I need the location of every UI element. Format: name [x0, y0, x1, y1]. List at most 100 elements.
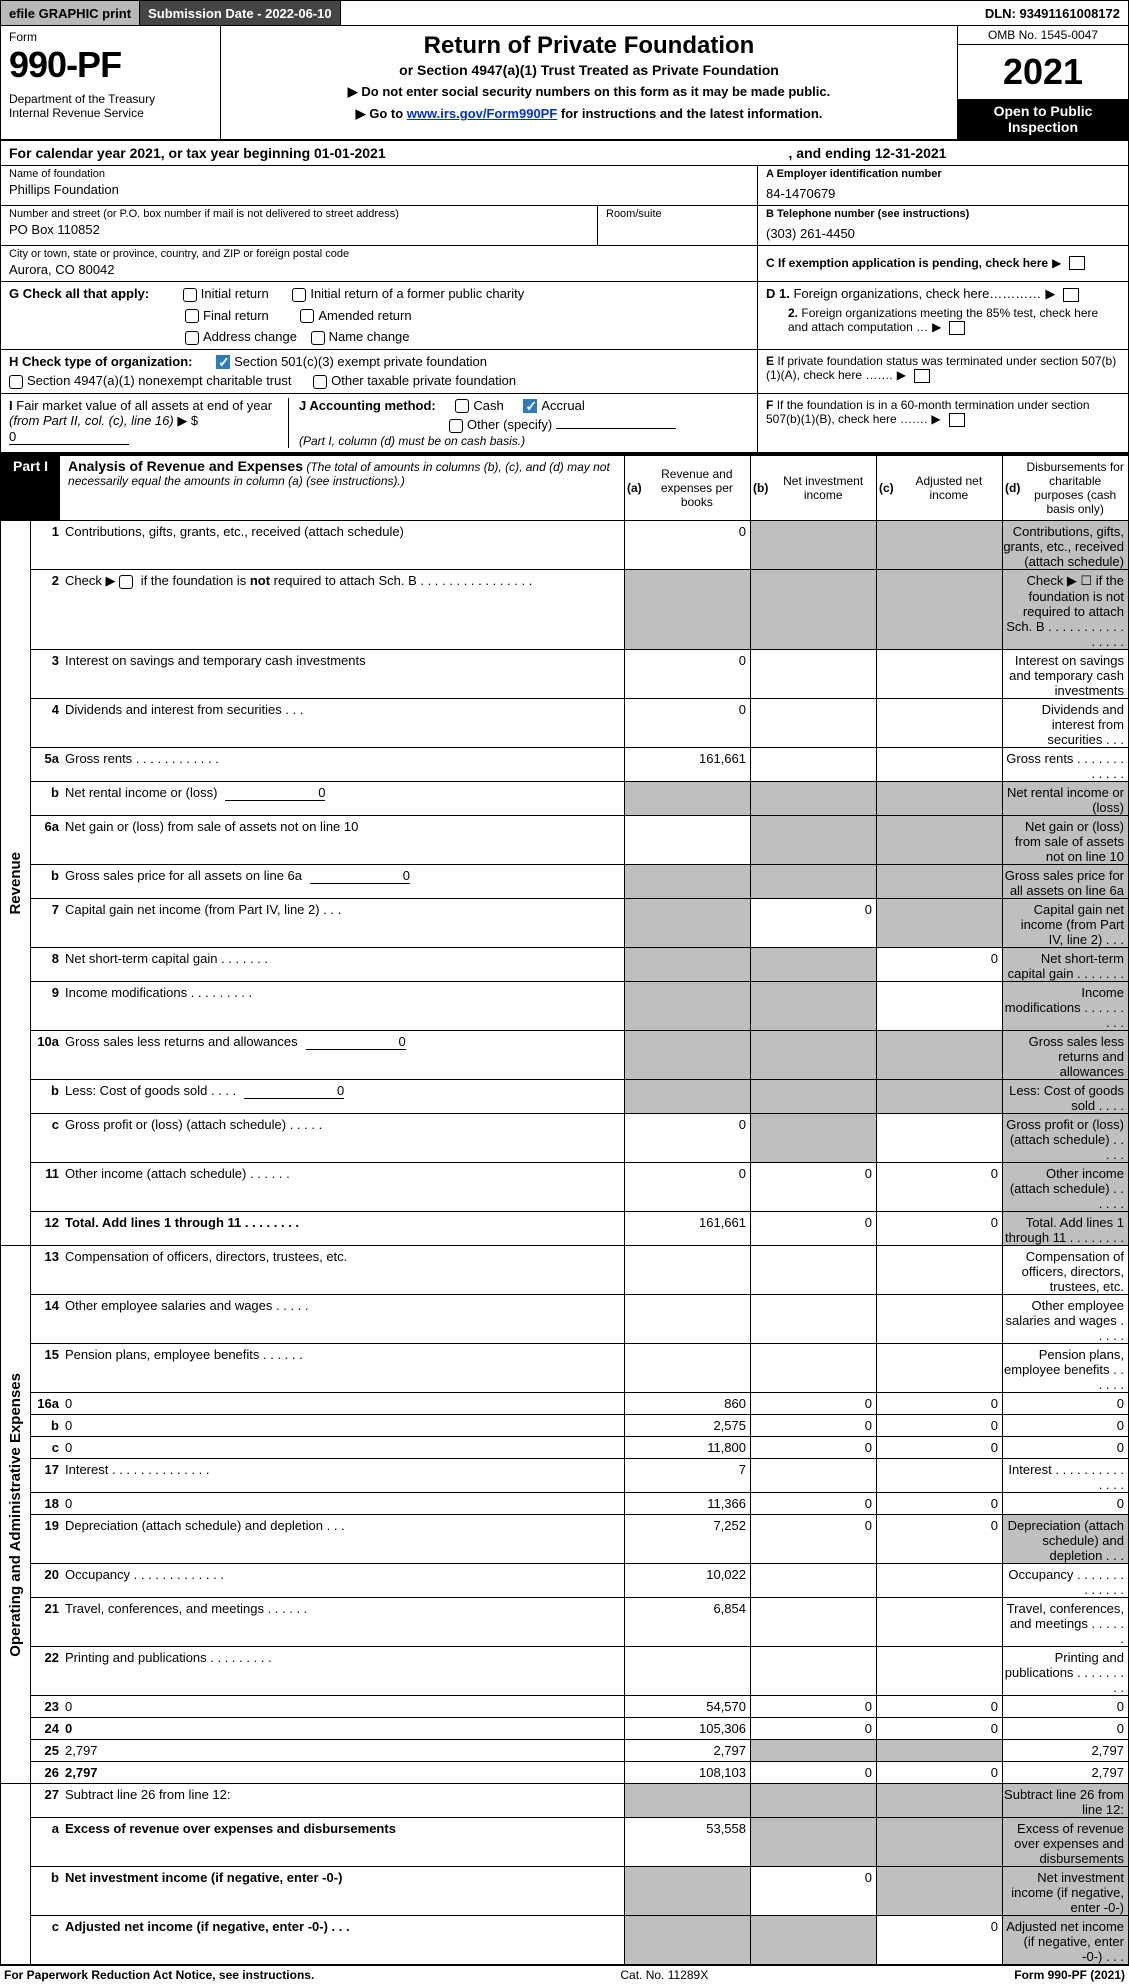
line-desc: Gross sales price for all assets on line…: [65, 865, 624, 898]
open-to-public: Open to Public Inspection: [958, 99, 1128, 139]
cell-a: 10,022: [624, 1564, 750, 1597]
d1-checkbox[interactable]: [1063, 288, 1079, 302]
h-other-taxable[interactable]: [313, 375, 327, 389]
cell-d: 2,797: [1002, 1740, 1128, 1761]
line-desc: Gross sales less returns and allowances0: [65, 1031, 624, 1079]
cell-c: [876, 1246, 1002, 1294]
f-checkbox[interactable]: [949, 413, 965, 427]
cell-a: 108,103: [624, 1762, 750, 1783]
cell-b: [750, 1784, 876, 1817]
h-4947[interactable]: [9, 375, 23, 389]
cell-a: 0: [624, 650, 750, 698]
form990pf-link[interactable]: www.irs.gov/Form990PF: [407, 106, 558, 121]
line-desc: Less: Cost of goods sold . . . .0: [65, 1080, 624, 1113]
line-num: 27: [31, 1784, 65, 1817]
cell-c: [876, 865, 1002, 898]
line-desc: 2,797: [65, 1740, 624, 1761]
cell-d: Gross sales less returns and allowances: [1002, 1031, 1128, 1079]
cell-d: Other income (attach schedule) . . . . .…: [1002, 1163, 1128, 1211]
header-right: OMB No. 1545-0047 2021 Open to Public In…: [958, 26, 1128, 139]
cell-d: 0: [1002, 1493, 1128, 1514]
c-label: C If exemption application is pending, c…: [766, 256, 1048, 270]
j-other[interactable]: [449, 419, 463, 433]
part1-column-headers: (a)Revenue and expenses per books (b)Net…: [624, 456, 1128, 520]
cell-d: Net investment income (if negative, ente…: [1002, 1867, 1128, 1915]
cell-b: [750, 1344, 876, 1392]
cell-d: 0: [1002, 1696, 1128, 1717]
cell-c: 0: [876, 1696, 1002, 1717]
expenses-sidebar: Operating and Administrative Expenses: [1, 1246, 31, 1783]
j-accrual[interactable]: [523, 399, 537, 413]
line-l14: 14Other employee salaries and wages . . …: [31, 1294, 1128, 1343]
cell-d: Interest on savings and temporary cash i…: [1002, 650, 1128, 698]
d2-checkbox[interactable]: [949, 321, 965, 335]
line-num: 24: [31, 1718, 65, 1739]
e-label: If private foundation status was termina…: [766, 354, 1116, 382]
g-initial-return[interactable]: [183, 288, 197, 302]
line-num: 14: [31, 1295, 65, 1343]
line-num: 10a: [31, 1031, 65, 1079]
room-label: Room/suite: [606, 208, 749, 220]
calendar-year-row: For calendar year 2021, or tax year begi…: [0, 139, 1129, 166]
line-l19: 19Depreciation (attach schedule) and dep…: [31, 1514, 1128, 1563]
cell-c: 0: [876, 1393, 1002, 1414]
line-num: 17: [31, 1459, 65, 1492]
line-desc: Net short-term capital gain . . . . . . …: [65, 948, 624, 981]
i-label: Fair market value of all assets at end o…: [9, 398, 272, 428]
line-l27a: aExcess of revenue over expenses and dis…: [31, 1817, 1128, 1866]
cell-c: [876, 899, 1002, 947]
cell-d: Capital gain net income (from Part IV, l…: [1002, 899, 1128, 947]
line-l16a: 16a0860000: [31, 1392, 1128, 1414]
cell-b: 0: [750, 1163, 876, 1211]
header-left: Form 990-PF Department of the Treasury I…: [1, 26, 221, 139]
cell-b: [750, 1246, 876, 1294]
cell-a: [624, 816, 750, 864]
c-checkbox[interactable]: [1069, 256, 1085, 270]
line-desc: Capital gain net income (from Part IV, l…: [65, 899, 624, 947]
g-name-change[interactable]: [311, 331, 325, 345]
form-title: Return of Private Foundation: [241, 32, 937, 60]
phone-label: B Telephone number (see instructions): [766, 208, 1120, 220]
line-num: 6a: [31, 816, 65, 864]
g-initial-former[interactable]: [292, 288, 306, 302]
cell-b: [750, 748, 876, 781]
g-amended-return[interactable]: [300, 309, 314, 323]
expenses-section: Operating and Administrative Expenses 13…: [0, 1246, 1129, 1784]
cell-c: [876, 1031, 1002, 1079]
i-value: 0: [9, 429, 129, 445]
line-num: b: [31, 1415, 65, 1436]
line-num: 20: [31, 1564, 65, 1597]
part1-label: Part I: [1, 456, 60, 520]
h-501c3[interactable]: [216, 355, 230, 369]
phone-value: (303) 261-4450: [766, 226, 1120, 241]
line-num: 1: [31, 521, 65, 569]
line-l10c: cGross profit or (loss) (attach schedule…: [31, 1113, 1128, 1162]
line-l10b: bLess: Cost of goods sold . . . .0Less: …: [31, 1079, 1128, 1113]
cell-a: [624, 1031, 750, 1079]
cell-a: [624, 782, 750, 815]
cell-a: 0: [624, 521, 750, 569]
cell-c: 0: [876, 1212, 1002, 1245]
line-desc: Adjusted net income (if negative, enter …: [65, 1916, 624, 1964]
line-l6b: bGross sales price for all assets on lin…: [31, 864, 1128, 898]
city-label: City or town, state or province, country…: [9, 248, 749, 260]
line-l13: 13Compensation of officers, directors, t…: [31, 1246, 1128, 1294]
cell-b: [750, 1295, 876, 1343]
cell-b: 0: [750, 899, 876, 947]
cell-c: 0: [876, 1415, 1002, 1436]
j-cash[interactable]: [455, 399, 469, 413]
cell-d: Dividends and interest from securities .…: [1002, 699, 1128, 747]
e-checkbox[interactable]: [914, 369, 930, 383]
line-l26: 262,797108,103002,797: [31, 1761, 1128, 1783]
name-label: Name of foundation: [9, 168, 749, 180]
cell-a: 161,661: [624, 748, 750, 781]
line-l4: 4Dividends and interest from securities …: [31, 698, 1128, 747]
line-l10a: 10aGross sales less returns and allowanc…: [31, 1030, 1128, 1079]
line-l15: 15Pension plans, employee benefits . . .…: [31, 1343, 1128, 1392]
efile-label[interactable]: efile GRAPHIC print: [1, 1, 140, 25]
cell-b: [750, 1818, 876, 1866]
g-final-return[interactable]: [185, 309, 199, 323]
submission-date: Submission Date - 2022-06-10: [140, 1, 341, 25]
line-num: b: [31, 1867, 65, 1915]
g-address-change[interactable]: [185, 331, 199, 345]
